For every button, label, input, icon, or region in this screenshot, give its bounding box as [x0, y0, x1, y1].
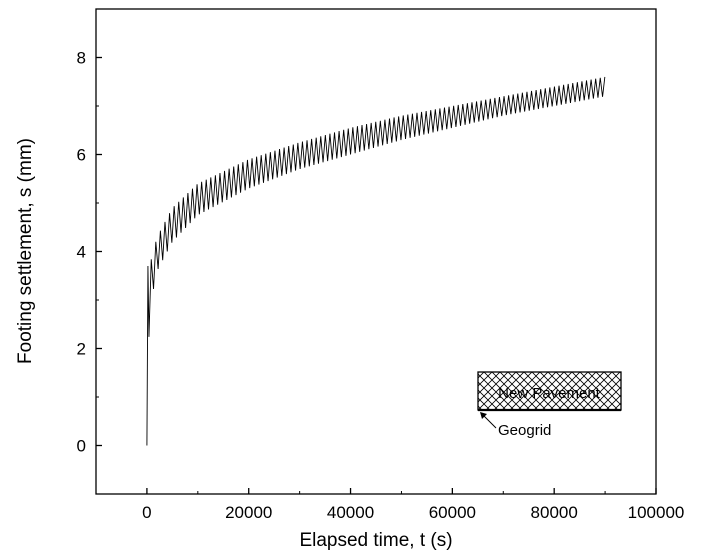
- y-axis: 0 2 4 6 8: [77, 8, 102, 495]
- y-tick-label: 4: [77, 243, 86, 262]
- plot-area-frame: [95, 8, 657, 495]
- x-tick-label: 20000: [225, 503, 272, 522]
- x-tick-label: 100000: [628, 503, 685, 522]
- x-axis: 0 20000 40000 60000 80000 100000: [142, 488, 684, 522]
- y-tick-label: 8: [77, 49, 86, 68]
- x-tick-label: 0: [142, 503, 151, 522]
- y-tick-label: 0: [77, 437, 86, 456]
- y-tick-label: 6: [77, 146, 86, 165]
- inset-schematic: New Pavement Geogrid: [477, 371, 622, 439]
- x-axis-title: Elapsed time, t (s): [299, 530, 452, 551]
- pavement-box: [477, 371, 622, 411]
- x-tick-label: 60000: [429, 503, 476, 522]
- x-tick-label: 80000: [531, 503, 578, 522]
- pavement-label: New Pavement: [498, 385, 601, 402]
- y-axis-title: Footing settlement, s (mm): [15, 138, 36, 364]
- settlement-series-line: [146, 76, 606, 446]
- series-layer: [146, 76, 606, 446]
- geogrid-pointer: [482, 414, 497, 429]
- geogrid-label: Geogrid: [498, 422, 551, 439]
- geogrid-pointer-arrowhead: [480, 412, 487, 419]
- x-tick-label: 40000: [327, 503, 374, 522]
- y-tick-label: 2: [77, 340, 86, 359]
